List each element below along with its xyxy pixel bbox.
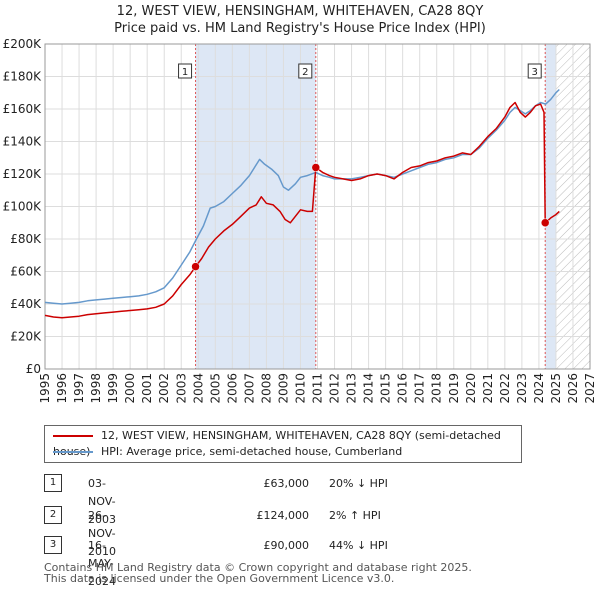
transaction-hpi: 44% ↓ HPI [329,539,388,552]
sale-2-point [311,163,321,172]
chart-title: 12, WEST VIEW, HENSINGHAM, WHITEHAVEN, C… [0,3,600,37]
x-tick-label: 1998 [89,373,103,404]
x-tick-label: 2012 [328,373,342,404]
x-tick-label: 2010 [293,373,307,404]
x-tick-label: 2018 [430,373,444,404]
y-tick-label: £180K [3,70,43,84]
x-tick-label: 2011 [311,373,325,404]
footer-line-1: Contains HM Land Registry data © Crown c… [44,561,472,574]
x-tick-label: 2008 [259,373,273,404]
legend-swatch-property [53,435,93,437]
x-tick-label: 2019 [447,373,461,404]
price-chart: £0 £20K £40K £60K £80K £100K £120K £140K £160K £1… [3,37,597,404]
y-tick-label: £120K [3,167,43,181]
transaction-price: £63,000 [263,477,310,490]
transaction-hpi: 2% ↑ HPI [329,509,381,522]
y-tick-label: £200K [3,37,43,51]
transaction-date: 16-MAY-2024 [88,539,116,588]
x-tick-label: 2006 [225,373,239,404]
transaction-hpi: 20% ↓ HPI [329,477,388,490]
x-tick-label: 1999 [106,373,120,404]
x-tick-label: 2025 [549,373,563,404]
sale-3-label: 3 [532,67,538,78]
x-tick-label: 2022 [498,373,512,404]
transaction-number: 3 [44,536,62,554]
sale-3-label-box [527,63,542,79]
footer-line-2: This data is licensed under the Open Gov… [44,572,395,585]
x-tick-label: 2023 [515,373,529,404]
x-tick-label: 2021 [481,373,495,404]
x-tick-label: 2014 [362,373,376,404]
x-tick-label: 2001 [140,373,154,404]
x-tick-label: 2015 [379,373,393,404]
legend-swatch-hpi [53,451,93,453]
transaction-price: £90,000 [263,539,310,552]
x-tick-label: 2002 [157,373,171,404]
title-line-1: 12, WEST VIEW, HENSINGHAM, WHITEHAVEN, C… [116,4,484,19]
transaction-date: 03-NOV-2003 [88,477,116,526]
sale-1-label: 1 [182,67,188,78]
x-tick-label: 2017 [413,373,427,404]
x-tick-label: 1995 [38,373,52,404]
x-tick-label: 2007 [242,373,256,404]
y-tick-label: £60K [10,265,42,279]
legend-item-hpi: HPI: Average price, semi-detached house,… [53,444,402,460]
y-tick-label: £80K [10,232,42,246]
x-tick-label: 2027 [583,373,597,404]
transaction-price: £124,000 [256,509,310,522]
chart-legend: 12, WEST VIEW, HENSINGHAM, WHITEHAVEN, C… [44,425,522,463]
plot-border [44,43,591,370]
property-series-line [44,101,560,319]
transaction-number: 2 [44,506,62,524]
y-tick-label: £160K [3,102,43,116]
footer-attribution: Contains HM Land Registry data © Crown c… [44,562,472,584]
x-tick-label: 2003 [174,373,188,404]
sale-3-point [540,218,550,227]
x-tick-label: 2009 [276,373,290,404]
x-tick-label: 2004 [191,373,205,404]
x-tick-label: 1997 [72,373,86,404]
x-tick-label: 2024 [532,373,546,404]
sale-2-label: 2 [302,67,308,78]
y-tick-label: £40K [10,297,42,311]
x-tick-label: 2000 [123,373,137,404]
x-tick-label: 2013 [345,373,359,404]
x-tick-label: 2020 [464,373,478,404]
x-tick-label: 2026 [566,373,580,404]
x-tick-label: 2005 [208,373,222,404]
transaction-number: 1 [44,474,62,492]
hpi-series-line [44,88,560,305]
y-tick-label: £140K [3,135,43,149]
sale-1-point [191,262,200,271]
y-tick-label: £100K [3,200,43,214]
legend-label-hpi: HPI: Average price, semi-detached house,… [101,445,403,458]
title-line-2: Price paid vs. HM Land Registry's House … [114,21,486,36]
sale-2-label-box [298,63,313,79]
sale-1-label-box [178,63,193,79]
x-tick-label: 1996 [55,373,69,404]
y-tick-label: £0 [26,362,41,376]
legend-item-property: 12, WEST VIEW, HENSINGHAM, WHITEHAVEN, C… [53,428,521,458]
x-tick-label: 2016 [396,373,410,404]
y-tick-label: £20K [10,330,42,344]
transaction-date: 26-NOV-2010 [88,509,116,558]
